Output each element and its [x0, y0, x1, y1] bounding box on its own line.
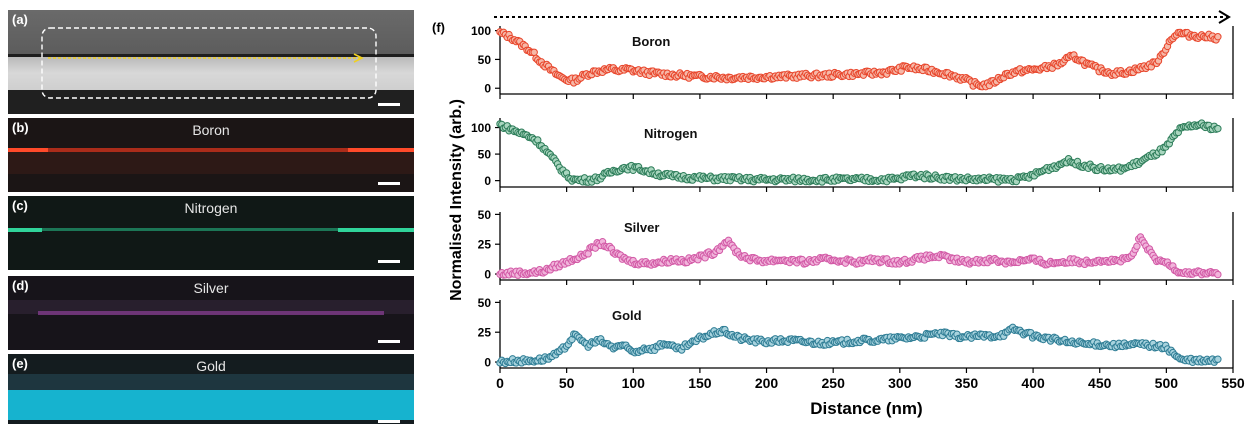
- boron-ytick-label: 0: [484, 82, 491, 96]
- silver-ytick-label: 25: [478, 238, 492, 252]
- line-scan-chart: (f) 0 50 100 Boron 0 50 100 Nitrogen 0 25 50 Silver 0…: [432, 10, 1245, 418]
- xtick-label: 50: [559, 375, 575, 391]
- silver-series-label: Silver: [624, 220, 659, 235]
- sem-image: [8, 10, 414, 114]
- xtick-label: 200: [755, 375, 779, 391]
- scale-bar: [378, 103, 400, 106]
- boron-data-point: [530, 48, 538, 56]
- panel-label-f: (f): [432, 20, 445, 35]
- region-box: [41, 27, 377, 99]
- xtick-label: 100: [622, 375, 646, 391]
- gold-data-point: [1214, 355, 1222, 363]
- silver-map-label: Silver: [193, 280, 229, 296]
- gold-ytick-label: 25: [478, 326, 492, 340]
- xtick-label: 400: [1021, 375, 1045, 391]
- nitrogen-series-label: Nitrogen: [644, 126, 698, 141]
- xtick-label: 500: [1155, 375, 1179, 391]
- boron-data-point: [1214, 33, 1222, 41]
- boron-ytick-label: 50: [478, 53, 492, 67]
- gold-ytick-label: 0: [484, 356, 491, 370]
- panel-label-b: (b): [12, 120, 29, 135]
- gold-map: [8, 354, 414, 424]
- nitrogen-data-point: [1214, 124, 1222, 133]
- panel-label-d: (d): [12, 278, 29, 293]
- panel-label-a: (a): [12, 12, 28, 27]
- sem-image-panel: (a): [8, 10, 414, 114]
- panel-label-e: (e): [12, 356, 28, 371]
- xtick-label: 0: [496, 375, 504, 391]
- xtick-label: 450: [1088, 375, 1112, 391]
- nitrogen-ytick-label: 100: [471, 121, 491, 135]
- x-axis-title: Distance (nm): [810, 399, 922, 418]
- xtick-label: 550: [1221, 375, 1245, 391]
- nitrogen-map-label: Nitrogen: [184, 200, 238, 216]
- silver-ytick-label: 50: [478, 208, 492, 222]
- boron-ytick-label: 100: [471, 24, 491, 38]
- gold-map-panel: (e) Gold: [8, 354, 414, 424]
- xtick-label: 300: [888, 375, 912, 391]
- xtick-label: 350: [955, 375, 979, 391]
- boron-map: [8, 118, 414, 192]
- xtick-label: 150: [688, 375, 712, 391]
- gold-series-label: Gold: [612, 308, 642, 323]
- silver-data-point: [584, 250, 592, 258]
- boron-map-label: Boron: [192, 122, 230, 138]
- silver-map-panel: (d) Silver: [8, 276, 414, 350]
- boron-series-label: Boron: [632, 34, 670, 49]
- nitrogen-ytick-label: 50: [478, 148, 492, 162]
- gold-map-label: Gold: [196, 358, 226, 374]
- gold-ytick-label: 50: [478, 296, 492, 310]
- silver-map: [8, 276, 414, 350]
- nitrogen-map-panel: (c) Nitrogen: [8, 196, 414, 270]
- xtick-label: 250: [822, 375, 846, 391]
- silver-ytick-label: 0: [484, 268, 491, 282]
- y-axis-title: Normalised Intensity (arb.): [448, 99, 465, 301]
- silver-data-point: [1214, 270, 1222, 279]
- boron-map-panel: (b) Boron: [8, 118, 414, 192]
- nitrogen-map: [8, 196, 414, 270]
- nitrogen-ytick-label: 0: [484, 174, 491, 188]
- panel-label-c: (c): [12, 198, 28, 213]
- silver-data-point: [1133, 242, 1141, 250]
